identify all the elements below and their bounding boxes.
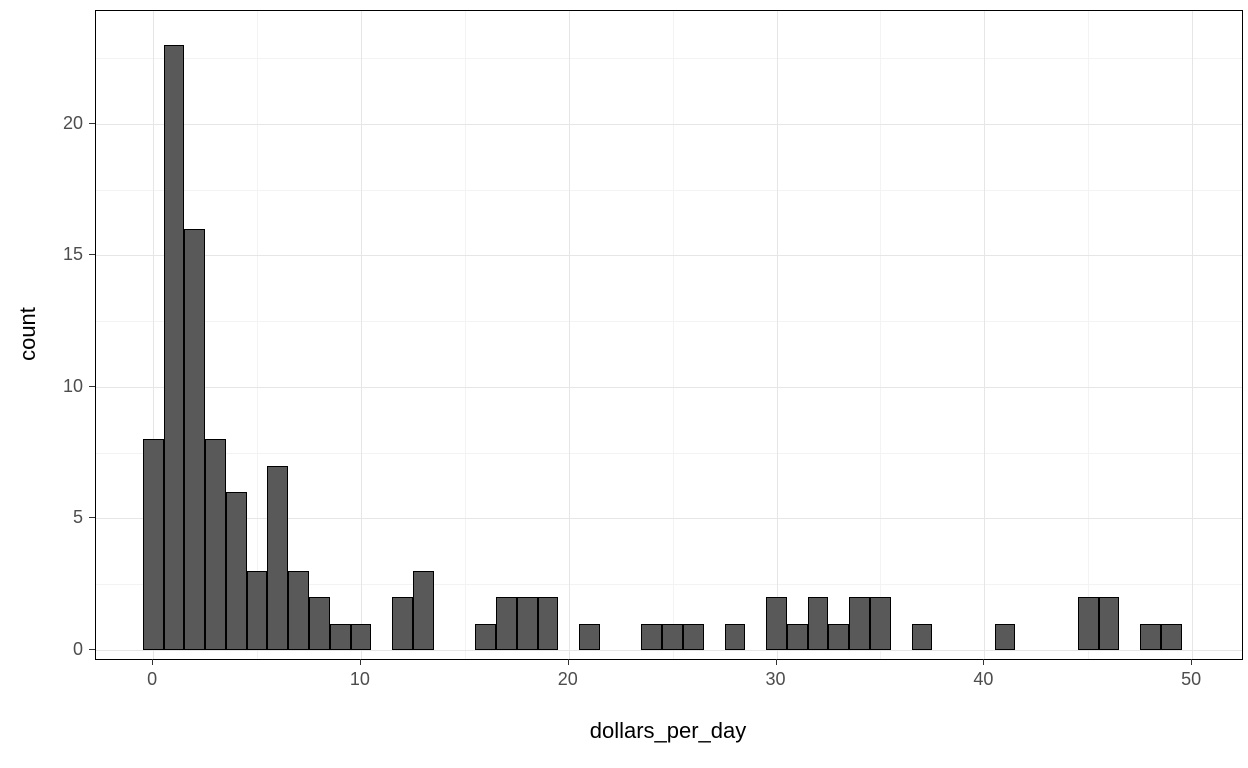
histogram-bar <box>683 623 704 650</box>
gridline-x-major <box>568 11 570 659</box>
y-tick-label: 20 <box>62 113 83 134</box>
histogram-bar <box>641 623 663 650</box>
histogram-bar <box>267 465 289 650</box>
gridline-x-minor <box>257 11 259 659</box>
histogram-bar <box>392 597 413 650</box>
y-tick-label: 10 <box>62 375 83 396</box>
y-tick-mark <box>89 517 95 519</box>
histogram-bar <box>807 597 829 650</box>
x-tick-mark <box>152 659 154 665</box>
histogram-bar <box>1160 623 1182 650</box>
gridline-y-major <box>96 518 1242 520</box>
gridline-x-major <box>360 11 362 659</box>
y-axis-title: count <box>15 307 40 361</box>
histogram-bar <box>724 623 746 650</box>
x-tick-mark <box>567 659 569 665</box>
gridline-y-minor <box>96 321 1242 323</box>
histogram-bar <box>205 439 226 650</box>
histogram-bar <box>475 623 496 650</box>
histogram-bar <box>1140 623 1161 650</box>
y-tick-mark <box>89 385 95 387</box>
histogram-bar <box>994 623 1016 650</box>
x-tick-label: 40 <box>973 669 994 689</box>
histogram-bar <box>1077 597 1099 650</box>
histogram-bar <box>496 597 517 650</box>
y-tick-label: 0 <box>72 638 83 659</box>
gridline-y-minor <box>96 58 1242 60</box>
x-tick-mark <box>1191 659 1193 665</box>
y-tick-label: 15 <box>62 244 83 265</box>
x-tick-label: 50 <box>1181 669 1202 689</box>
x-tick-mark <box>775 659 777 665</box>
gridline-y-major <box>96 124 1242 126</box>
x-axis-title: dollars_per_day <box>589 718 747 743</box>
histogram-bar <box>579 623 600 650</box>
gridline-y-minor <box>96 189 1242 191</box>
histogram-bar <box>1098 597 1120 650</box>
histogram-bar <box>870 597 891 650</box>
x-tick-label: 0 <box>147 669 158 689</box>
histogram-bar <box>308 597 330 650</box>
histogram-bar <box>766 597 787 650</box>
gridline-y-minor <box>96 452 1242 454</box>
gridline-x-major <box>984 11 986 659</box>
y-tick-mark <box>89 254 95 256</box>
y-tick-mark <box>89 123 95 125</box>
histogram-bar <box>329 623 351 650</box>
gridline-x-minor <box>464 11 466 659</box>
histogram-bar <box>246 570 268 650</box>
gridline-x-major <box>776 11 778 659</box>
gridline-x-major <box>153 11 155 659</box>
gridline-x-major <box>1192 11 1194 659</box>
gridline-x-minor <box>672 11 674 659</box>
x-axis-ticks: 0 10 20 30 40 50 <box>95 659 1241 699</box>
histogram-bar <box>849 597 871 650</box>
x-tick-mark <box>983 659 985 665</box>
histogram-bar <box>412 570 434 650</box>
y-tick-label: 5 <box>72 507 83 528</box>
gridline-y-minor <box>96 584 1242 586</box>
gridline-y-major <box>96 649 1242 651</box>
gridline-x-minor <box>1088 11 1090 659</box>
y-tick-mark <box>89 648 95 650</box>
gridline-x-minor <box>880 11 882 659</box>
x-tick-label: 30 <box>765 669 786 689</box>
x-tick-label: 10 <box>349 669 370 689</box>
histogram-bar <box>225 492 247 650</box>
histogram-bar <box>288 570 309 650</box>
histogram-bar <box>184 229 206 650</box>
histogram-bar <box>662 623 683 650</box>
histogram-bar <box>516 597 538 650</box>
histogram-bar <box>537 597 559 650</box>
histogram-bar <box>350 623 372 650</box>
histogram-bar <box>163 45 185 650</box>
x-tick-label: 20 <box>557 669 578 689</box>
histogram-bar <box>786 623 808 650</box>
histogram-bar <box>828 623 850 650</box>
gridline-y-major <box>96 386 1242 388</box>
x-tick-mark <box>359 659 361 665</box>
histogram-bar <box>142 439 164 650</box>
histogram-bar <box>911 623 933 650</box>
gridline-y-major <box>96 255 1242 257</box>
y-axis-ticks: 0 5 10 15 20 <box>0 10 95 659</box>
plot-panel <box>95 10 1243 660</box>
